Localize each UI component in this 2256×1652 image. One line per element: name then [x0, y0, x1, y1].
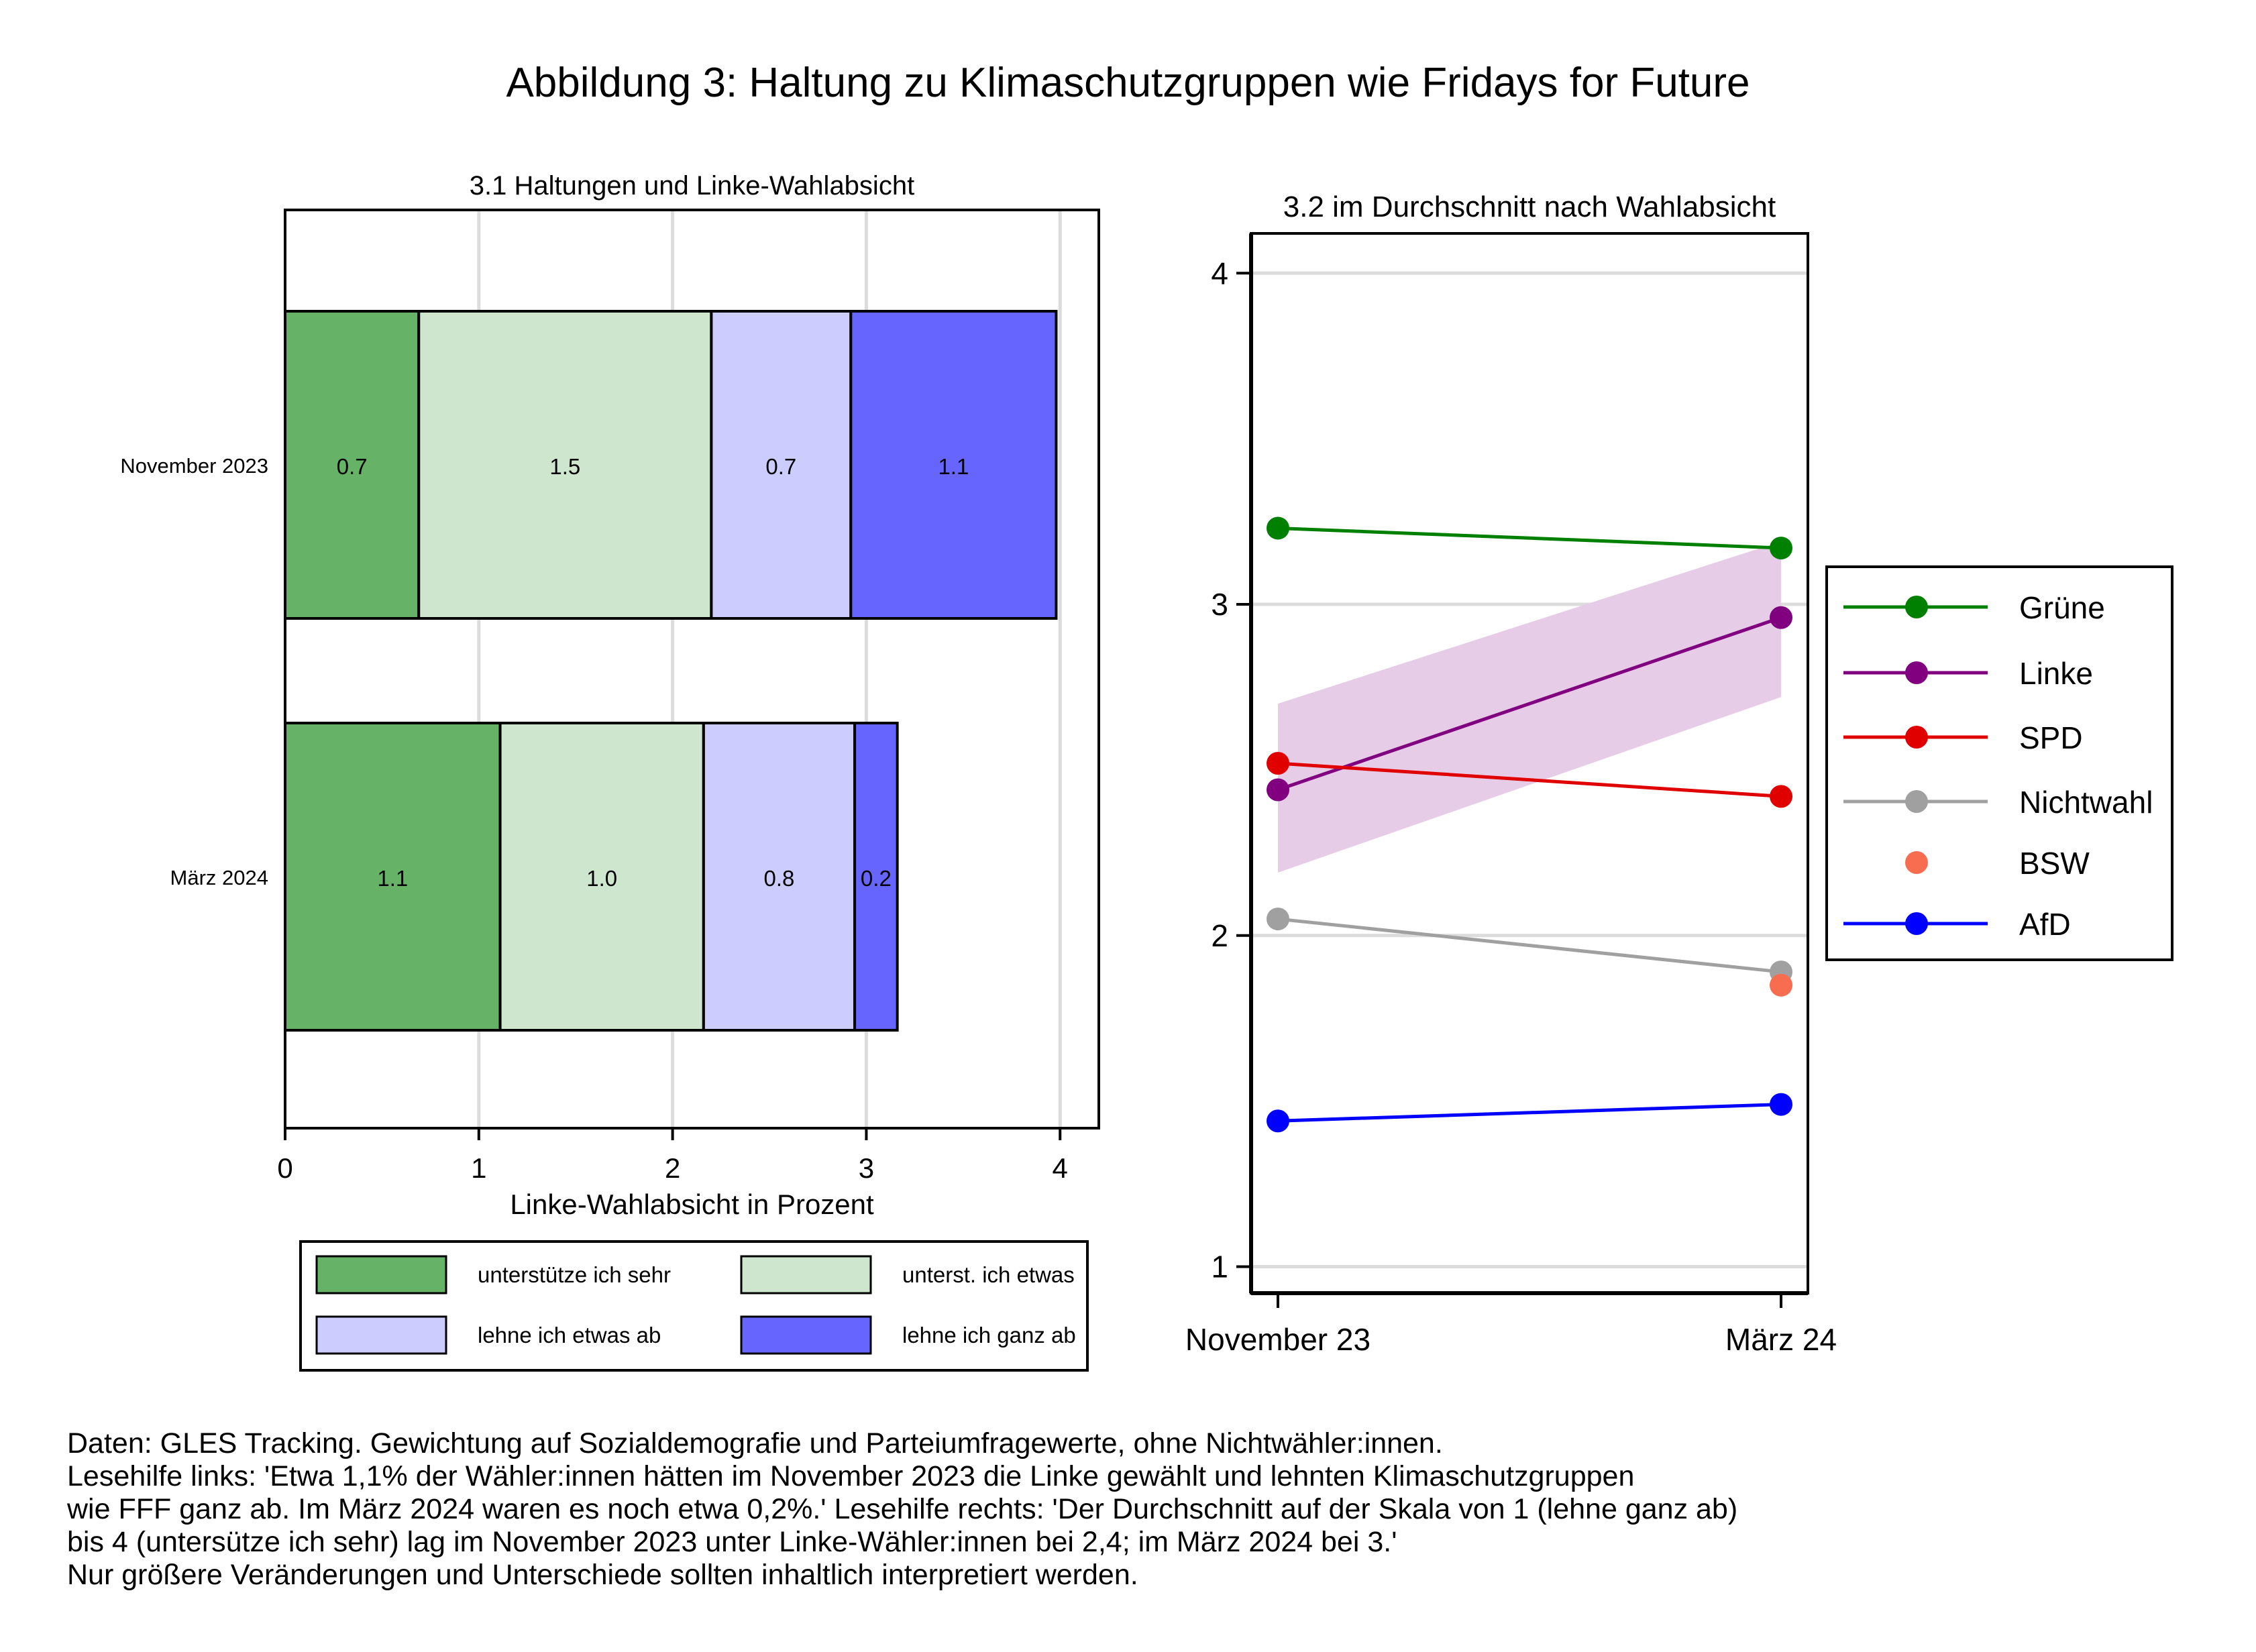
data-point	[1267, 752, 1289, 775]
bar-data-label: 1.1	[377, 866, 408, 891]
data-point	[1770, 606, 1792, 629]
legend-label: lehne ich ganz ab	[902, 1323, 1076, 1347]
bar-data-label: 0.2	[861, 866, 892, 891]
legend-label: Nichtwahl	[2019, 785, 2153, 820]
series-line	[1277, 761, 1782, 798]
series-line	[1277, 1103, 1782, 1123]
figure-title: Abbildung 3: Haltung zu Klimaschutzgrupp…	[506, 60, 1750, 106]
legend-label: lehne ich etwas ab	[478, 1323, 661, 1347]
data-point	[1267, 907, 1289, 931]
chart2-legend	[1825, 565, 2173, 961]
bar-segment	[710, 310, 853, 620]
bar-data-label: 0.8	[764, 866, 795, 891]
legend-label: unterstütze ich sehr	[478, 1262, 671, 1287]
bar-data-label: 1.0	[586, 866, 617, 891]
x-tick-label: 4	[1053, 1152, 1068, 1184]
bar-segment	[702, 722, 857, 1032]
legend-swatch	[740, 1255, 872, 1295]
note-line: Lesehilfe links: 'Etwa 1,1% der Wähler:i…	[67, 1460, 1635, 1492]
note-line: bis 4 (untersütze ich sehr) lag im Novem…	[67, 1526, 1397, 1558]
bar-data-label: 0.7	[765, 454, 796, 479]
legend-label: BSW	[2019, 846, 2090, 881]
y-tick-label: 3	[1211, 587, 1228, 622]
linke-confidence-band	[1278, 541, 1781, 873]
figure-notes: Daten: GLES Tracking. Gewichtung auf Soz…	[67, 1427, 1737, 1592]
legend-label: Grüne	[2019, 590, 2105, 625]
data-point	[1267, 1109, 1289, 1133]
legend-label: Linke	[2019, 656, 2093, 691]
data-point	[1267, 778, 1289, 802]
chart2-title: 3.2 im Durchschnitt nach Wahlabsicht	[1283, 190, 1776, 223]
data-point	[1770, 785, 1792, 808]
legend-marker	[1905, 661, 1928, 684]
chart1-frame	[284, 209, 1100, 1130]
legend-swatch	[315, 1255, 447, 1295]
data-point	[1770, 973, 1792, 997]
note-line: Nur größere Veränderungen und Unterschie…	[67, 1559, 1138, 1591]
bar-segment	[853, 722, 899, 1032]
note-line: wie FFF ganz ab. Im März 2024 waren es n…	[67, 1493, 1738, 1525]
bar-segment	[498, 722, 705, 1032]
chart1-title: 3.1 Haltungen und Linke-Wahlabsicht	[470, 171, 914, 201]
x-tick-label: 1	[471, 1152, 486, 1184]
legend-marker	[1905, 596, 1928, 618]
x-tick-label: 2	[665, 1152, 680, 1184]
legend-marker	[1905, 851, 1928, 874]
bar-segment	[284, 722, 502, 1032]
legend-marker	[1905, 912, 1928, 935]
data-point	[1267, 516, 1289, 540]
y-tick-label: 2	[1211, 918, 1228, 953]
y-tick-label: November 2023	[120, 454, 268, 478]
legend-swatch	[315, 1315, 447, 1355]
legend-marker	[1905, 790, 1928, 813]
series-line	[1277, 917, 1782, 974]
x-tick-label: März 24	[1725, 1322, 1837, 1357]
legend-label: AfD	[2019, 907, 2071, 942]
data-point	[1770, 537, 1792, 560]
x-tick-label: 0	[277, 1152, 292, 1184]
y-tick-label: März 2024	[170, 866, 268, 889]
legend-swatch	[740, 1315, 872, 1355]
bar-data-label: 1.5	[549, 454, 580, 479]
x-tick-label: 3	[859, 1152, 874, 1184]
legend-label: SPD	[2019, 720, 2083, 755]
x-tick-label: November 23	[1185, 1322, 1371, 1357]
x-axis-label: Linke-Wahlabsicht in Prozent	[510, 1189, 874, 1220]
series-line	[1277, 526, 1782, 550]
bar-segment	[417, 310, 713, 620]
bar-data-label: 0.7	[337, 454, 368, 479]
bar-data-label: 1.1	[938, 454, 969, 479]
bar-segment	[849, 310, 1058, 620]
legend-label: unterst. ich etwas	[902, 1262, 1075, 1287]
series-line	[1277, 616, 1782, 791]
note-line: Daten: GLES Tracking. Gewichtung auf Soz…	[67, 1427, 1443, 1460]
legend-marker	[1905, 726, 1928, 749]
y-tick-label: 4	[1211, 256, 1228, 290]
data-point	[1770, 1093, 1792, 1116]
y-tick-label: 1	[1211, 1250, 1228, 1284]
